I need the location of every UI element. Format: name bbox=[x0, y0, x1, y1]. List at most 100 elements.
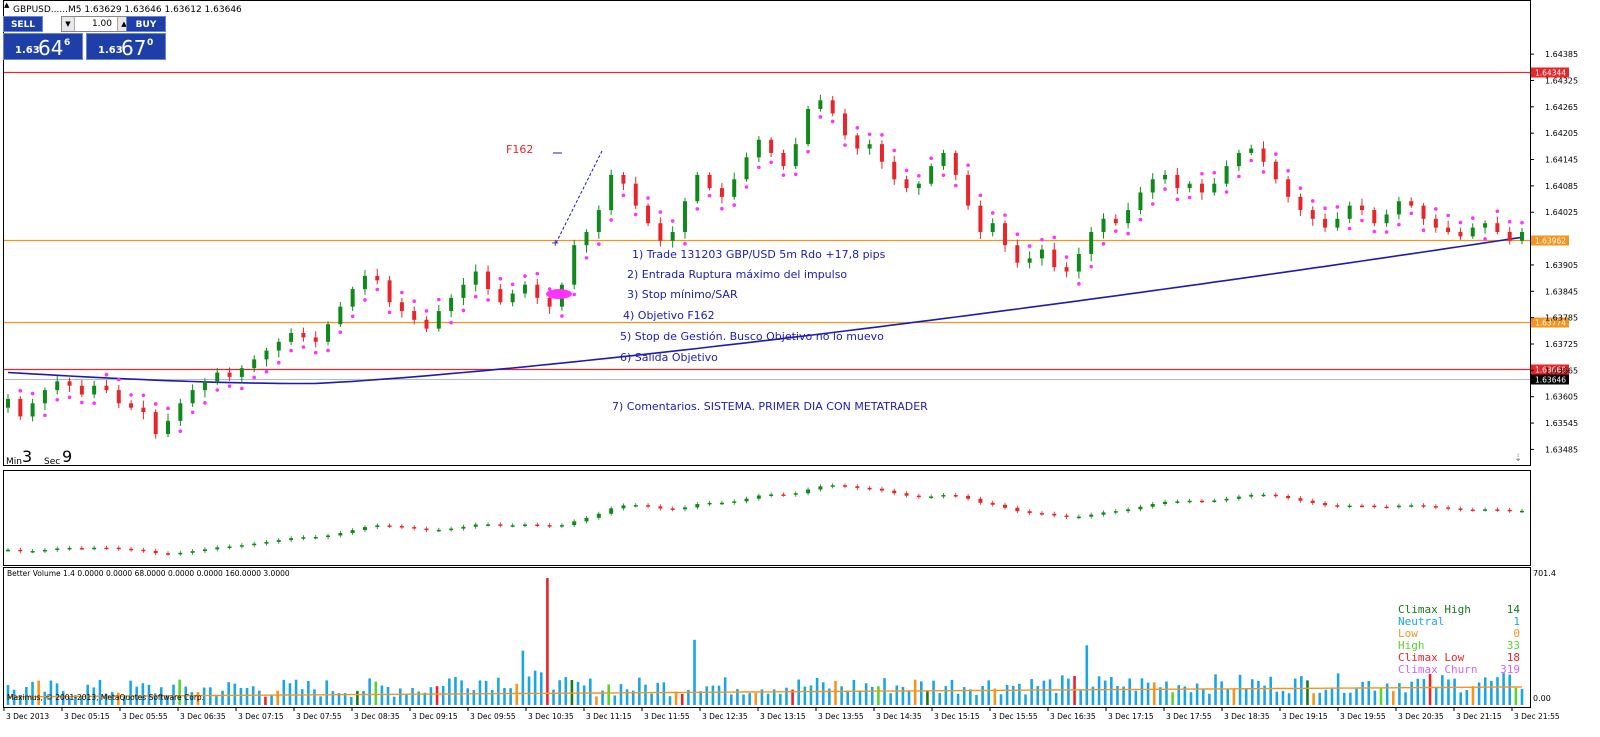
psar-dot bbox=[793, 172, 798, 177]
note-3[interactable]: 3) Stop mínimo/SAR bbox=[627, 288, 738, 301]
candle-body bbox=[289, 333, 294, 342]
candle-body bbox=[1076, 253, 1081, 272]
price-tick-label: 1.63725 bbox=[1545, 340, 1578, 349]
psar-dot bbox=[326, 348, 330, 353]
volume-bar bbox=[141, 683, 145, 705]
ha-body bbox=[362, 527, 367, 531]
volume-bar bbox=[644, 684, 647, 705]
volume-bar bbox=[1441, 675, 1444, 705]
volume-bar bbox=[1447, 679, 1450, 705]
lot-down-icon[interactable]: ▼ bbox=[62, 17, 75, 31]
scroll-shift-icon[interactable]: ⇣ bbox=[1514, 453, 1522, 464]
psar-dot bbox=[867, 132, 872, 137]
psar-dot bbox=[830, 119, 835, 124]
volume-bar bbox=[1416, 678, 1420, 705]
candle-body bbox=[67, 381, 72, 386]
candle-body bbox=[1520, 232, 1524, 241]
volume-bar bbox=[821, 682, 825, 705]
candle-body bbox=[806, 109, 811, 145]
candle-body bbox=[1064, 267, 1069, 272]
candle-body bbox=[1359, 205, 1364, 211]
note-1[interactable]: 1) Trade 131203 GBP/USD 5m Rdo +17,8 pip… bbox=[632, 248, 886, 261]
stop-ellipse[interactable] bbox=[546, 289, 572, 299]
ha-body bbox=[695, 504, 700, 508]
ha-body bbox=[350, 530, 355, 534]
ha-body bbox=[744, 498, 749, 502]
ha-body bbox=[424, 528, 429, 531]
volume-bar bbox=[944, 686, 948, 705]
candle-body bbox=[1212, 183, 1217, 193]
volume-bar bbox=[1024, 694, 1027, 705]
volume-bar bbox=[791, 689, 794, 705]
note-6[interactable]: 6) Salida Objetivo bbox=[620, 351, 718, 364]
ha-body bbox=[1384, 506, 1389, 509]
legend-count: 1 bbox=[1513, 615, 1520, 628]
ha-body bbox=[1064, 515, 1069, 517]
bid-price[interactable]: 1.63 64 6 bbox=[3, 33, 83, 60]
buy-button[interactable]: BUY bbox=[126, 16, 166, 32]
ha-body bbox=[190, 551, 195, 553]
main-pane bbox=[3, 0, 1531, 466]
level-tag bbox=[1531, 364, 1569, 375]
candle-body bbox=[1261, 148, 1266, 162]
ha-body bbox=[978, 498, 983, 503]
ha-body bbox=[1261, 494, 1266, 497]
sma-path[interactable] bbox=[7, 236, 1523, 385]
ha-body bbox=[1089, 514, 1094, 517]
ha-body bbox=[1323, 503, 1328, 506]
volume-bar bbox=[6, 684, 10, 705]
volume-bar bbox=[674, 691, 678, 705]
note-4[interactable]: 4) Objetivo F162 bbox=[623, 309, 715, 322]
candle-body bbox=[707, 174, 712, 189]
note-7[interactable]: 7) Comentarios. SISTEMA. PRIMER DIA CON … bbox=[612, 400, 928, 413]
psar-dot bbox=[301, 345, 306, 349]
volume-bar bbox=[1281, 690, 1285, 705]
volume-bar bbox=[417, 691, 420, 705]
volume-bar bbox=[1514, 687, 1518, 705]
volume-bar bbox=[1195, 683, 1199, 705]
ha-body bbox=[486, 524, 491, 526]
volume-bar bbox=[1410, 681, 1413, 705]
price-tick-label: 1.64205 bbox=[1545, 129, 1578, 138]
volume-bar bbox=[1079, 689, 1082, 705]
time-tick-label: 3 Dec 15:55 bbox=[992, 712, 1038, 721]
candle-body bbox=[42, 390, 47, 404]
ha-body bbox=[1199, 500, 1204, 503]
psar-dot bbox=[781, 173, 786, 177]
candle-body bbox=[695, 174, 700, 202]
psar-dot bbox=[646, 196, 650, 200]
psar-dot bbox=[1397, 222, 1401, 227]
volume-bar bbox=[484, 680, 488, 705]
ha-body bbox=[1335, 505, 1340, 507]
ha-body bbox=[621, 505, 626, 509]
volume-bar bbox=[705, 686, 709, 705]
volume-bar bbox=[638, 677, 641, 705]
candle-body bbox=[929, 166, 934, 184]
candle-body bbox=[830, 100, 835, 114]
level-tag-label: 1.64344 bbox=[1535, 69, 1566, 78]
timer-sec-label: Sec bbox=[44, 457, 60, 467]
ha-body bbox=[1224, 498, 1229, 501]
volume-bar bbox=[466, 688, 470, 705]
volume-bar bbox=[1355, 688, 1358, 705]
volume-bar bbox=[754, 693, 758, 705]
note-2[interactable]: 2) Entrada Ruptura máximo del impulso bbox=[627, 268, 847, 281]
volume-bar bbox=[448, 678, 451, 705]
ask-price[interactable]: 1.63 67 0 bbox=[86, 33, 166, 60]
lot-field[interactable]: ▼ 1.00 ▲ bbox=[61, 16, 131, 32]
volume-bar bbox=[1011, 685, 1015, 705]
note-5[interactable]: 5) Stop de Gestión. Busco Objetivo no lo… bbox=[620, 330, 884, 343]
price-tick-label: 1.63905 bbox=[1545, 261, 1578, 270]
sell-button[interactable]: SELL bbox=[3, 16, 43, 32]
ha-body bbox=[990, 502, 995, 505]
lot-value[interactable]: 1.00 bbox=[91, 19, 112, 29]
fibo-line[interactable] bbox=[555, 150, 603, 244]
candle-body bbox=[609, 174, 614, 211]
f162-label[interactable]: F162 bbox=[506, 143, 533, 156]
volume-bar bbox=[196, 691, 200, 705]
volume-bar bbox=[497, 677, 500, 705]
volume-bar bbox=[1391, 691, 1395, 705]
volume-bar bbox=[723, 677, 727, 705]
